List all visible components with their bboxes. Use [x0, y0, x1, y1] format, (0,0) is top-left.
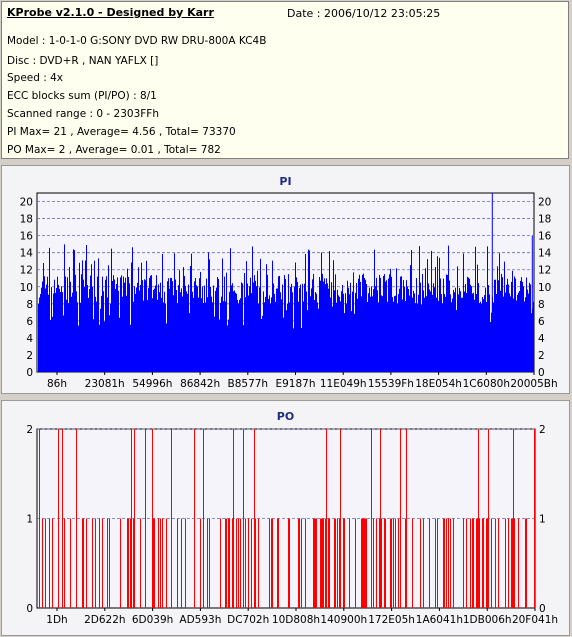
- x-tick-label: 6D039h: [132, 614, 173, 626]
- x-tick-label: 23081h: [85, 378, 125, 390]
- po-summary-line: PO Max= 2 , Average= 0.01 , Total= 782: [7, 144, 221, 156]
- y-tick-label: 16: [20, 231, 34, 243]
- x-tick-label: 1Dh: [46, 614, 67, 626]
- y-tick-label: 6: [26, 316, 33, 328]
- y-tick-label: 2: [26, 350, 33, 362]
- y-tick-label: 2: [26, 424, 33, 436]
- scan-date: Date : 2006/10/12 23:05:25: [287, 7, 441, 20]
- model-line: Model : 1-0-1-0 G:SONY DVD RW DRU-800A K…: [7, 35, 267, 47]
- y-tick-label: 12: [20, 265, 33, 277]
- y-tick-label-right: 0: [539, 603, 546, 615]
- x-tick-label: 1DB006h: [463, 614, 512, 626]
- pi-summary-line: PI Max= 21 , Average= 4.56 , Total= 7337…: [7, 126, 236, 138]
- y-tick-label-right: 4: [538, 333, 545, 345]
- x-tick-label: AD593h: [179, 614, 221, 626]
- pi-chart: 0 0 2 2 4 4 6 6 8 8 10 10 12 12 14 14 16 16 18 18 20 20 86h 230…: [20, 192, 558, 390]
- disc-line: Disc : DVD+R , NAN YAFLX []: [7, 55, 159, 67]
- x-tick-label: 2D622h: [84, 614, 125, 626]
- y-tick-label-right: 18: [538, 214, 551, 226]
- y-tick-label: 4: [26, 333, 33, 345]
- pi-chart-panel: PI 0 0 2 2 4 4 6 6 8 8 10 10 12 12 14 14 16 16 18 18 20 20 86h…: [1, 165, 570, 394]
- x-tick-label: 1A6041h: [416, 614, 463, 626]
- po-chart-panel: PO 0 0 1 1 2 2 1Dh 2D622h 6D039h AD593h DC702h 10D8…: [1, 400, 570, 636]
- y-tick-label-right: 0: [538, 367, 545, 379]
- y-tick-label-right: 6: [538, 316, 545, 328]
- po-chart: 0 0 1 1 2 2 1Dh 2D622h 6D039h AD593h DC702h 10D808h…: [26, 424, 558, 626]
- y-tick-label: 8: [26, 299, 33, 311]
- x-tick-label: 86h: [47, 378, 67, 390]
- x-tick-label: 20005Bh: [510, 378, 557, 390]
- x-tick-label: 54996h: [132, 378, 172, 390]
- plot-area: [36, 428, 536, 609]
- x-tick-label: 11E049h: [320, 378, 367, 390]
- y-tick-label: 1: [26, 514, 33, 526]
- y-tick-label-right: 16: [538, 231, 552, 243]
- x-tick-label: 172E05h: [368, 614, 415, 626]
- y-tick-label: 10: [20, 282, 33, 294]
- x-tick-label: 20F041h: [512, 614, 558, 626]
- y-tick-label: 18: [20, 214, 33, 226]
- x-tick-label: E9187h: [275, 378, 315, 390]
- app-title: KProbe v2.1.0 - Designed by Karr: [7, 6, 214, 19]
- y-tick-label-right: 10: [538, 282, 551, 294]
- y-tick-label: 0: [26, 603, 33, 615]
- y-tick-label-right: 8: [538, 299, 545, 311]
- y-tick-label: 20: [20, 197, 33, 209]
- speed-line: Speed : 4x: [7, 72, 64, 84]
- x-tick-label: 15539Fh: [368, 378, 414, 390]
- x-tick-label: 140900h: [320, 614, 367, 626]
- pi-chart-title: PI: [279, 175, 292, 188]
- x-tick-label: B8577h: [228, 378, 269, 390]
- ecc-line: ECC blocks sum (PI/PO) : 8/1: [7, 90, 157, 102]
- x-tick-label: 18E054h: [415, 378, 462, 390]
- y-tick-label-right: 2: [538, 350, 545, 362]
- x-tick-label: 1C6080h: [463, 378, 510, 390]
- po-chart-title: PO: [276, 410, 295, 423]
- y-tick-label-right: 2: [539, 424, 546, 436]
- x-tick-label: 10D808h: [272, 614, 320, 626]
- y-tick-label-right: 14: [538, 248, 552, 260]
- range-line: Scanned range : 0 - 2303FFh: [7, 108, 159, 120]
- y-tick-label: 14: [20, 248, 34, 260]
- info-panel: KProbe v2.1.0 - Designed by Karr Date : …: [1, 1, 569, 159]
- x-tick-label: DC702h: [227, 614, 269, 626]
- y-tick-label-right: 20: [538, 197, 551, 209]
- y-tick-label-right: 1: [539, 514, 546, 526]
- y-tick-label: 0: [26, 367, 33, 379]
- y-tick-label-right: 12: [538, 265, 551, 277]
- x-tick-label: 86842h: [180, 378, 220, 390]
